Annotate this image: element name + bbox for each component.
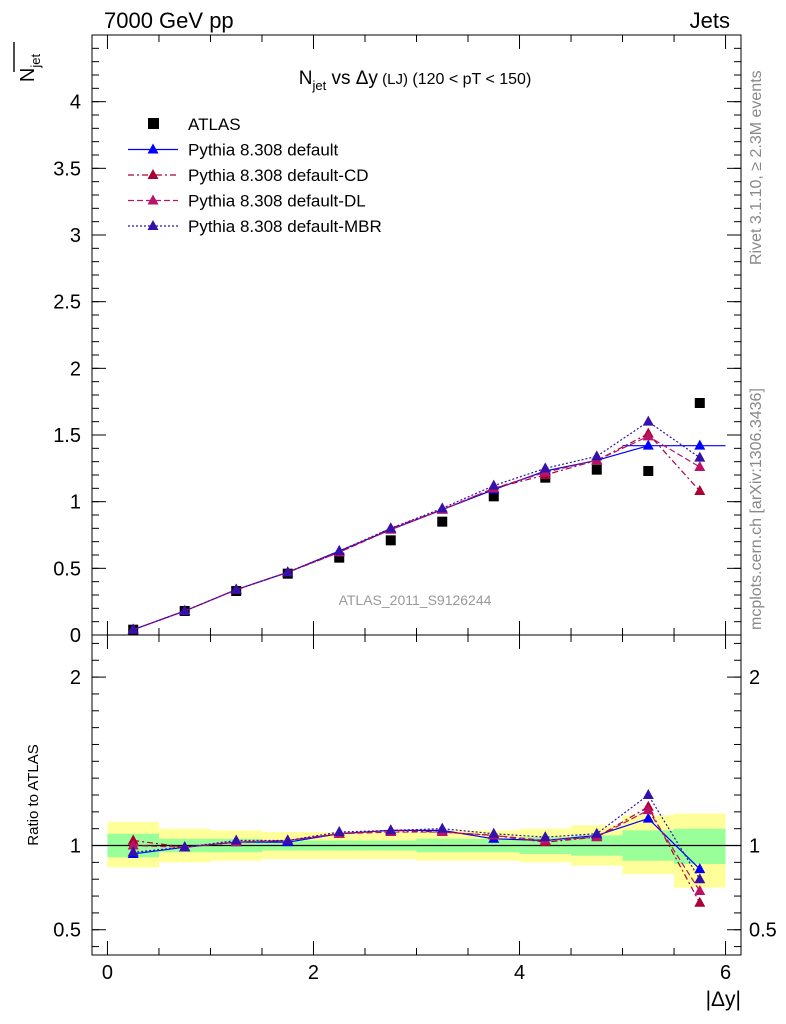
uncertainty-bands [107, 813, 726, 888]
series-4-point-4 [333, 545, 345, 555]
ratio-line-3 [133, 794, 701, 880]
series-marks [127, 398, 726, 907]
legend-marker-4 [147, 220, 159, 230]
ratio-series-3-point-2 [230, 834, 242, 845]
legend-label-2: Pythia 8.308 default-CD [188, 166, 369, 185]
chart-text: Njet vs Δy (LJ) (120 < pT < 150) Njet AT… [13, 42, 741, 1011]
series-4-point-3 [282, 566, 294, 577]
main-ytick-label-5: 2.5 [53, 292, 81, 314]
legend-marker-3 [147, 194, 159, 205]
ratio-series-2-point-0 [127, 839, 139, 850]
xtick-label-1: 2 [308, 962, 319, 984]
energy-label: 7000 GeV pp [104, 8, 234, 33]
ratio-series-3-point-5 [385, 824, 397, 835]
ratio-series-3-point-10 [642, 789, 654, 799]
ratio-series-0-point-11 [694, 863, 706, 874]
atlas-point-6 [437, 516, 448, 527]
main-title: Njet vs Δy (LJ) (120 < pT < 150) [299, 68, 532, 93]
ratio-series-2-point-11 [694, 885, 706, 895]
atlas-point-9 [591, 464, 602, 475]
atlas-point-4 [334, 552, 345, 563]
atlas-point-5 [385, 535, 396, 546]
ratio-series-3-point-8 [539, 831, 551, 842]
ratio-series-1-point-11 [694, 896, 706, 907]
legend-label-1: Pythia 8.308 default [188, 141, 339, 160]
xtick-label-0: 0 [102, 962, 113, 984]
ratio-series-3-point-3 [282, 834, 294, 845]
ratio-series-3-point-0 [127, 846, 139, 857]
category-label: Jets [689, 8, 730, 33]
series-3-point-10 [642, 430, 654, 441]
series-4-point-7 [488, 479, 500, 490]
series-line-4 [133, 420, 701, 631]
atlas-point-11 [694, 398, 705, 408]
main-ytick-label-1: 0.5 [53, 558, 81, 580]
atlas-point-10 [643, 466, 654, 476]
series-4-point-8 [539, 462, 551, 473]
legend: ATLAS Pythia 8.308 default Pythia 8.308 de… [128, 115, 382, 236]
ratio-line-1 [133, 805, 701, 904]
main-ytick-label-6: 3 [70, 225, 81, 247]
ratio-series-3-point-4 [333, 826, 345, 837]
main-y-axis-label: Njet [17, 54, 43, 83]
legend-marker-2 [147, 169, 159, 179]
x-axis-label: |Δy| [706, 988, 741, 1011]
legend-marker-0 [148, 118, 159, 129]
ratio-series-3-point-7 [488, 827, 500, 838]
series-3-point-11 [694, 461, 706, 471]
ratio-y-axis-label: Ratio to ATLAS [25, 744, 42, 845]
axis-ticks: 0 0.5 1 1.5 2 2.5 3 3.5 4 0.5 0.5 1 1 2 2 0 2 4 6 [53, 34, 777, 984]
legend-label-4: Pythia 8.308 default-MBR [188, 217, 382, 236]
legend-label-3: Pythia 8.308 default-DL [188, 192, 366, 211]
ratio-series-3-point-9 [591, 827, 603, 838]
ratio-series-2-point-10 [642, 804, 654, 815]
xtick-label-3: 6 [720, 962, 731, 984]
series-4-point-0 [127, 623, 139, 634]
ratio-series-1-point-0 [127, 834, 139, 845]
ratio-ytick-label-left-0: 0.5 [53, 920, 81, 942]
ratio-ytick-label-right-0: 0.5 [749, 920, 777, 942]
series-4-point-5 [385, 522, 397, 533]
series-4-point-9 [591, 450, 603, 461]
band-inner-11 [674, 828, 726, 865]
ratio-series-3-point-1 [179, 841, 191, 852]
series-4-point-1 [179, 605, 191, 615]
series-4-point-2 [230, 583, 242, 594]
xtick-label-2: 4 [514, 962, 525, 984]
ratio-series-3-point-11 [694, 873, 706, 884]
analysis-watermark: ATLAS_2011_S9126244 [339, 592, 492, 608]
series-4-point-10 [642, 415, 654, 426]
ratio-series-0-point-10 [642, 812, 654, 823]
legend-label-0: ATLAS [188, 115, 241, 134]
series-1-point-11 [694, 439, 706, 450]
main-ytick-label-8: 4 [70, 92, 81, 114]
main-ytick-label-7: 3.5 [53, 158, 81, 180]
ratio-frame [91, 634, 742, 956]
ratio-ytick-label-left-1: 1 [70, 836, 81, 858]
ratio-ytick-label-right-1: 1 [749, 836, 760, 858]
series-4-point-6 [436, 502, 448, 513]
main-ytick-label-3: 1.5 [53, 425, 81, 447]
series-1-point-10 [642, 439, 654, 450]
series-2-point-11 [694, 485, 706, 495]
atlas-point-7 [488, 491, 499, 502]
legend-marker-1 [147, 143, 159, 154]
ratio-series-3-point-6 [436, 822, 448, 833]
series-4-point-11 [694, 451, 706, 462]
ratio-line-2 [133, 809, 701, 892]
ratio-ytick-label-right-2: 2 [749, 667, 760, 689]
main-ytick-label-4: 2 [70, 358, 81, 380]
ratio-ytick-label-left-2: 2 [70, 667, 81, 689]
main-ytick-label-0: 0 [70, 625, 81, 647]
main-ytick-label-2: 1 [70, 492, 81, 514]
